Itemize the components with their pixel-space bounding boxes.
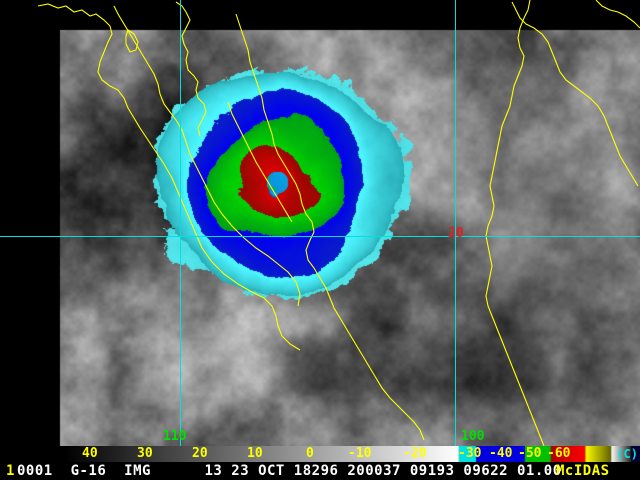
colorbar-unit-label: (C) bbox=[616, 447, 638, 461]
coastline-through-storm-path bbox=[227, 101, 293, 223]
colorbar-tick-2: 20 bbox=[192, 446, 208, 461]
colorbar-tick-1: 30 bbox=[137, 446, 153, 461]
frame-number-label: 1 bbox=[6, 463, 15, 479]
colorbar-tick-3: 10 bbox=[247, 446, 263, 461]
longitude-label-100: 100 bbox=[461, 429, 485, 444]
colorbar-tick-9: -50 bbox=[518, 446, 542, 461]
mexico-west-coast-path bbox=[175, 1, 207, 137]
colorbar-tick-4: 0 bbox=[306, 446, 314, 461]
enhancement-colorbar[interactable] bbox=[65, 446, 640, 462]
satellite-image-canvas[interactable] bbox=[0, 0, 640, 446]
status-text: 0001 G-16 IMG 13 23 OCT 18296 200037 091… bbox=[17, 463, 562, 479]
coastline-group bbox=[37, 0, 640, 446]
latlon-gridline-group bbox=[0, 0, 640, 446]
enhancement-colorbar-row[interactable]: 40 30 20 10 0 -10 -20 -30 -40 -50 -60 (C) bbox=[0, 446, 640, 462]
colorbar-tick-6: -20 bbox=[403, 446, 427, 461]
colorbar-tick-7: -30 bbox=[458, 446, 482, 461]
island-outline-path bbox=[125, 29, 139, 53]
baja-west-coast-path bbox=[37, 3, 301, 351]
mcidas-brand-label: McIDAS bbox=[556, 463, 610, 479]
colorbar-tick-0: 40 bbox=[82, 446, 98, 461]
mexico-east-coast-path bbox=[511, 1, 639, 187]
baja-gulf-coast-path bbox=[113, 5, 301, 307]
map-vector-overlay bbox=[0, 0, 640, 446]
colorbar-tick-10: -60 bbox=[547, 446, 571, 461]
satellite-image-panel[interactable]: 20 110 100 bbox=[0, 0, 640, 446]
longitude-label-110: 110 bbox=[163, 429, 187, 444]
status-bar: 1 0001 G-16 IMG 13 23 OCT 18296 200037 0… bbox=[0, 462, 640, 480]
mexico-interior-border-path bbox=[485, 0, 545, 446]
colorbar-tick-8: -40 bbox=[489, 446, 513, 461]
colorbar-tick-5: -10 bbox=[348, 446, 372, 461]
latitude-label-20: 20 bbox=[448, 226, 464, 241]
northeast-coast-path bbox=[595, 0, 640, 29]
mexico-mainland-coast-path bbox=[235, 13, 425, 441]
